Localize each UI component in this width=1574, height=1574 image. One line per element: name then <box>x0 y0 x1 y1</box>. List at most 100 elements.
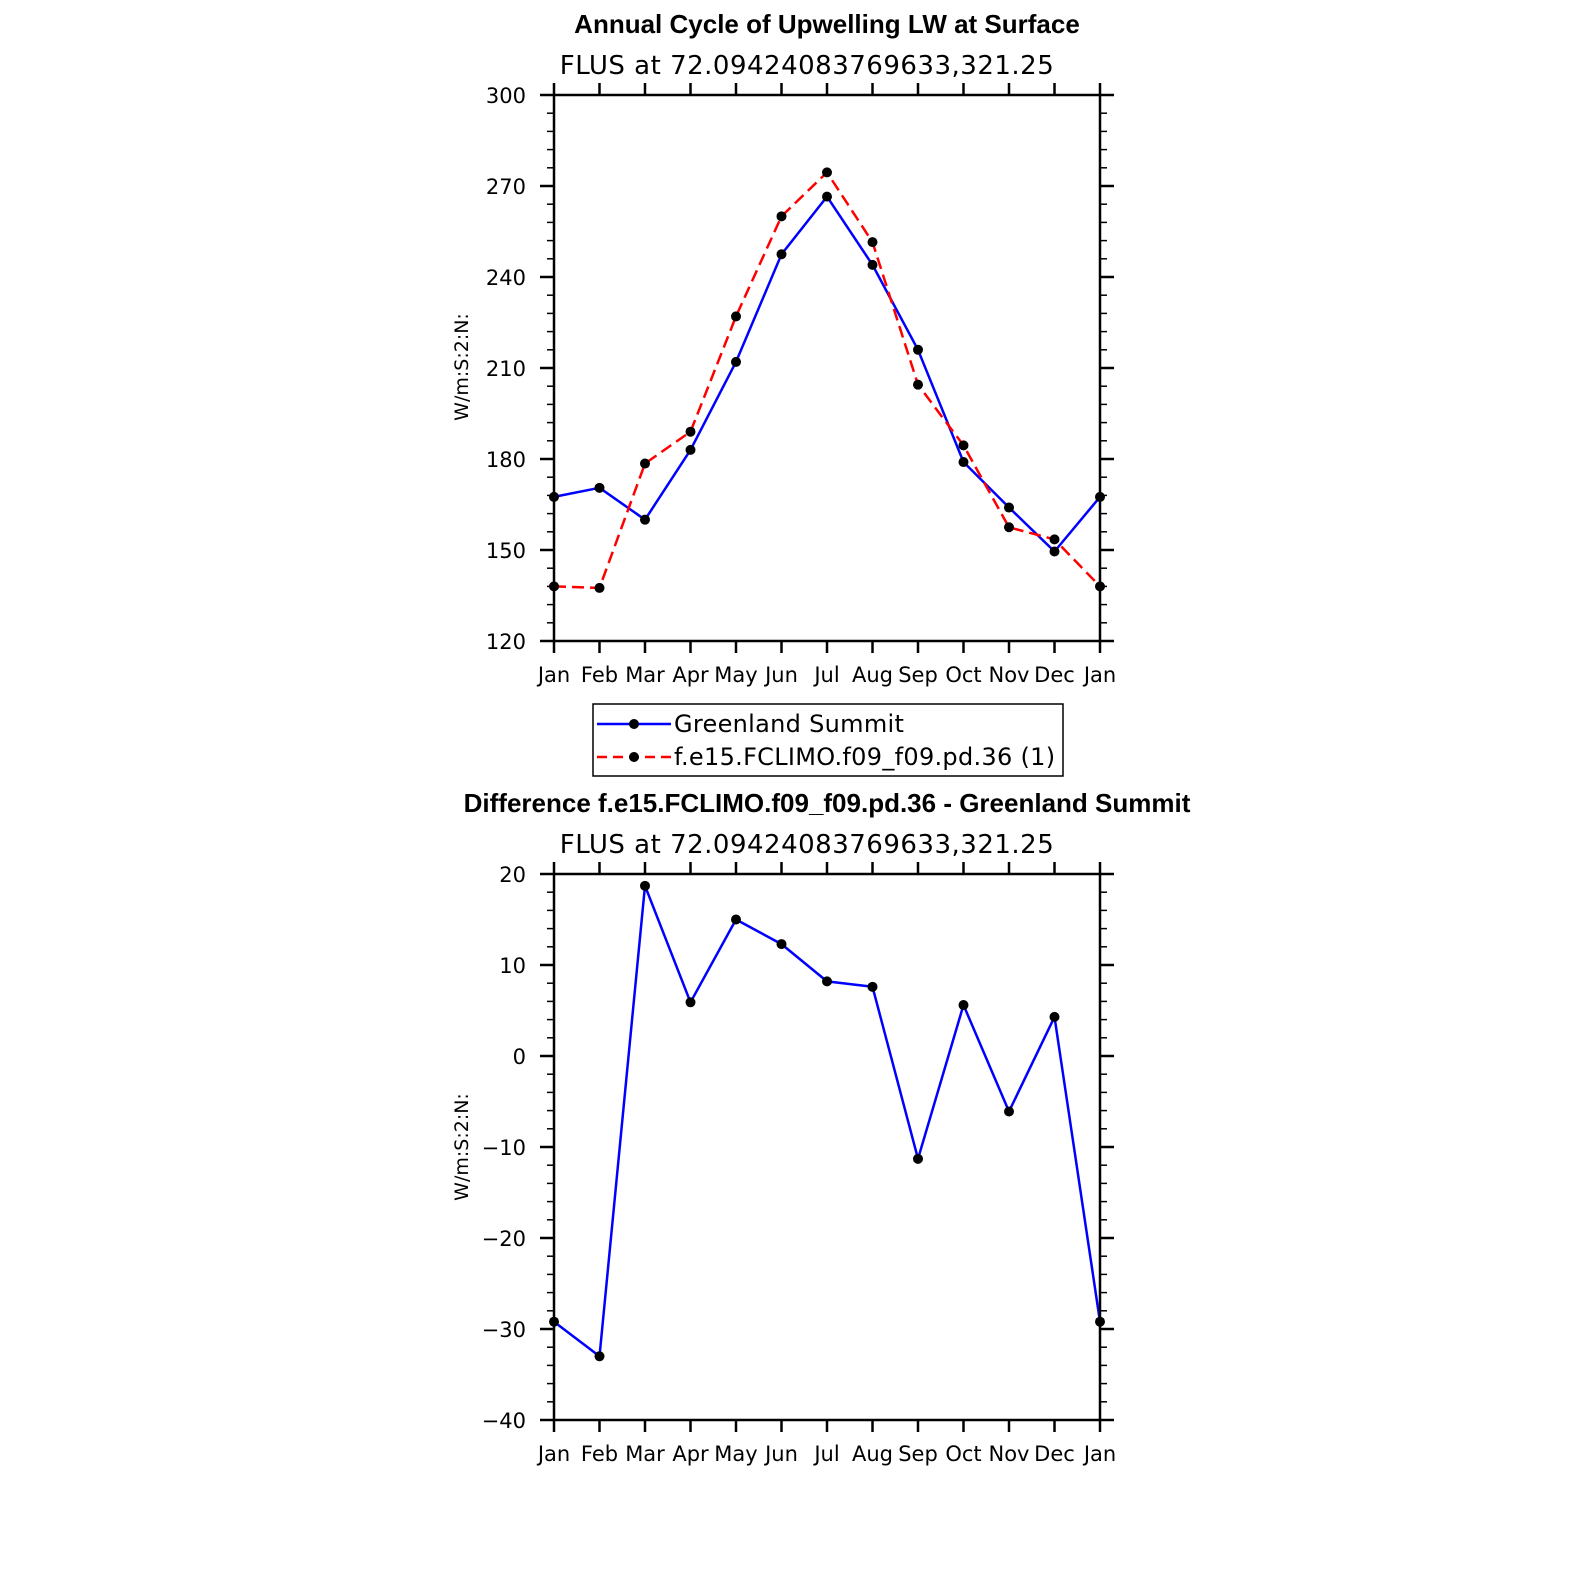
data-point-series-1 <box>913 379 923 390</box>
series-line-1 <box>553 171 1101 590</box>
legend-marker-greenland-summit <box>629 719 639 729</box>
y-tick-labels: −40 −30 −20 −10 0 10 20 <box>482 863 526 1433</box>
legend-label-greenland-summit: Greenland Summit <box>674 710 904 738</box>
x-tick-label: Aug <box>852 663 893 687</box>
data-point-series-1 <box>1004 522 1014 533</box>
data-point-series-0 <box>913 344 923 355</box>
data-point-series-0 <box>776 939 787 950</box>
y-tick-label: 270 <box>486 175 526 199</box>
data-point-series-0 <box>731 914 741 925</box>
y-tick-label: −30 <box>482 1318 526 1342</box>
x-tick-labels: Jan Feb Mar Apr May Jun Jul Aug Sep Oct Nov Dec Jan <box>536 1442 1116 1466</box>
x-tick-label: Apr <box>672 663 709 687</box>
data-point-series-0 <box>1004 502 1014 513</box>
chart-title: Annual Cycle of Upwelling LW at Surface <box>574 9 1080 39</box>
panel-difference: Difference f.e15.FCLIMO.f09_f09.pd.36 - … <box>451 788 1191 1466</box>
y-tick-label: 120 <box>486 630 526 654</box>
data-point-series-1 <box>685 426 696 437</box>
y-tick-label: −20 <box>482 1227 526 1251</box>
x-tick-label: Jun <box>763 1442 798 1466</box>
data-point-series-1 <box>594 582 605 593</box>
data-point-series-0 <box>640 880 650 891</box>
x-tick-label: Sep <box>898 1442 938 1466</box>
x-tick-label: Oct <box>945 663 981 687</box>
chart-subtitle: FLUS at 72.09424083769633,321.25 <box>560 830 1055 860</box>
data-point-series-0 <box>594 1351 605 1362</box>
x-tick-label: May <box>714 663 757 687</box>
data-point-series-1 <box>822 167 832 178</box>
data-point-series-1 <box>958 440 969 451</box>
y-tick-label: −10 <box>482 1136 526 1160</box>
data-point-series-0 <box>867 259 878 270</box>
x-tick-label: Aug <box>852 1442 893 1466</box>
x-tick-label: Nov <box>989 1442 1030 1466</box>
y-axis-label: W/m:S:2:N: <box>451 1093 473 1201</box>
data-point-series-0 <box>1049 546 1060 557</box>
data-point-series-0 <box>731 356 741 367</box>
tick-marks <box>540 862 1114 1432</box>
data-point-series-1 <box>731 311 741 322</box>
data-point-series-0 <box>822 191 832 202</box>
x-tick-label: Jun <box>763 663 798 687</box>
data-point-series-0 <box>1049 1011 1060 1022</box>
y-tick-label: 180 <box>486 448 526 472</box>
x-tick-label: Jan <box>536 663 570 687</box>
data-point-series-0 <box>958 457 969 468</box>
data-point-series-0 <box>685 444 696 455</box>
x-tick-label: Mar <box>625 1442 665 1466</box>
series-layer <box>549 880 1105 1362</box>
series-layer <box>549 167 1105 593</box>
legend-label-model: f.e15.FCLIMO.f09_f09.pd.36 (1) <box>674 743 1055 771</box>
y-tick-label: 150 <box>486 539 526 563</box>
legend: Greenland Summit f.e15.FCLIMO.f09_f09.pd… <box>592 703 1064 777</box>
data-point-series-0 <box>776 249 787 260</box>
data-point-series-0 <box>594 482 605 493</box>
data-point-series-0 <box>958 1000 969 1011</box>
y-tick-label: 20 <box>499 863 526 887</box>
data-point-series-0 <box>822 976 832 987</box>
data-point-series-0 <box>913 1153 923 1164</box>
y-tick-label: −40 <box>482 1409 526 1433</box>
x-tick-label: Jul <box>812 663 839 687</box>
x-tick-label: Feb <box>581 663 618 687</box>
x-tick-label: Apr <box>672 1442 709 1466</box>
series-line-0 <box>553 884 1102 1358</box>
data-point-series-0 <box>640 514 650 525</box>
y-tick-label: 300 <box>486 84 526 108</box>
y-axis-label: W/m:S:2:N: <box>451 313 473 421</box>
x-tick-label: May <box>714 1442 757 1466</box>
x-tick-label: Feb <box>581 1442 618 1466</box>
data-point-series-0 <box>867 981 878 992</box>
x-tick-label: Mar <box>625 663 665 687</box>
x-tick-label: Nov <box>989 663 1030 687</box>
data-point-series-0 <box>685 997 696 1008</box>
data-point-series-1 <box>1049 534 1060 545</box>
plot-frame <box>552 872 1102 1422</box>
plot-frame <box>552 93 1102 643</box>
x-tick-label: Sep <box>898 663 938 687</box>
series-line-0 <box>553 195 1101 553</box>
x-tick-label: Dec <box>1034 1442 1075 1466</box>
chart-subtitle: FLUS at 72.09424083769633,321.25 <box>560 51 1055 81</box>
x-tick-label: Oct <box>945 1442 981 1466</box>
data-point-series-1 <box>776 211 787 222</box>
y-tick-labels: 120 150 180 210 240 270 300 <box>486 84 526 654</box>
data-point-series-1 <box>867 237 878 248</box>
chart-title: Difference f.e15.FCLIMO.f09_f09.pd.36 - … <box>464 788 1191 818</box>
legend-marker-model <box>629 752 639 762</box>
y-tick-label: 0 <box>513 1045 526 1069</box>
legend-box <box>592 703 1064 777</box>
x-tick-label: Jan <box>1082 663 1116 687</box>
x-tick-label: Dec <box>1034 663 1075 687</box>
x-tick-label: Jan <box>1082 1442 1116 1466</box>
panel-annual-cycle: Annual Cycle of Upwelling LW at Surface … <box>451 9 1116 777</box>
y-tick-label: 10 <box>499 954 526 978</box>
y-tick-label: 210 <box>486 357 526 381</box>
data-point-series-0 <box>1004 1106 1014 1117</box>
tick-marks <box>540 83 1114 653</box>
x-tick-labels: Jan Feb Mar Apr May Jun Jul Aug Sep Oct Nov Dec Jan <box>536 663 1116 687</box>
x-tick-label: Jan <box>536 1442 570 1466</box>
x-tick-label: Jul <box>812 1442 839 1466</box>
data-point-series-1 <box>640 458 650 469</box>
